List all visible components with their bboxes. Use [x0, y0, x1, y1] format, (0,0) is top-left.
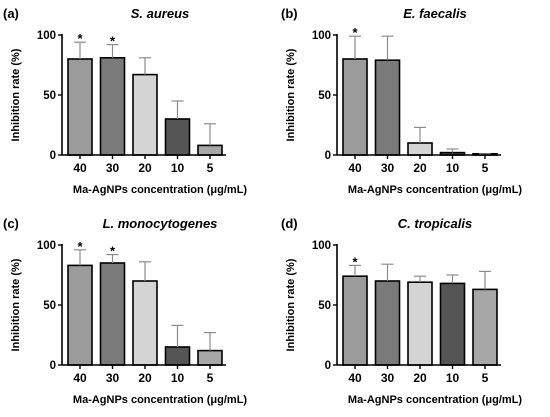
bar: [99, 56, 126, 156]
x-tick-label: 10: [446, 371, 460, 385]
significance-star: *: [110, 244, 116, 259]
panel-b: (b) E. faecalis Inhibition rate (%) Ma-A…: [281, 6, 522, 196]
bar: [439, 282, 466, 366]
bar: [197, 144, 223, 156]
y-tick-label: 0: [325, 150, 331, 162]
plot-area: [58, 244, 226, 369]
y-tick-label: 50: [318, 90, 331, 102]
y-ticks: 0 50 100: [37, 30, 56, 162]
panel-d: (d) C. tropicalis Inhibition rate (%) Ma…: [281, 216, 522, 406]
x-tick-label: 20: [413, 161, 427, 175]
bar: [67, 58, 93, 156]
significance-star: *: [77, 31, 83, 46]
panel-c: (c) L. monocytogenes Inhibition rate (%)…: [3, 216, 247, 406]
x-ticks: 40 30 20 10 5: [348, 371, 488, 385]
bar: [132, 73, 158, 156]
bar: [407, 142, 433, 156]
x-ticks: 40 30 20 10 5: [348, 161, 488, 175]
y-tick-label: 0: [50, 150, 56, 162]
x-tick-label: 40: [73, 161, 87, 175]
panel-label: (c): [3, 216, 19, 231]
panel-label: (d): [281, 216, 298, 231]
significance-marks: *: [352, 254, 358, 269]
y-tick-label: 50: [43, 90, 56, 102]
panel-label: (b): [281, 6, 298, 21]
y-axis-label: Inhibition rate (%): [10, 48, 22, 141]
significance-marks: * *: [77, 239, 116, 259]
bar: [164, 118, 191, 156]
significance-star: *: [110, 34, 116, 49]
y-ticks: 0 50 100: [37, 240, 56, 372]
x-tick-label: 5: [482, 371, 489, 385]
y-tick-label: 0: [325, 360, 331, 372]
y-tick-label: 0: [50, 360, 56, 372]
y-tick-label: 50: [43, 300, 56, 312]
x-axis-label: Ma-AgNPs concentration (μg/mL): [73, 184, 248, 196]
y-axis-label: Inhibition rate (%): [10, 258, 22, 351]
x-axis-label: Ma-AgNPs concentration (μg/mL): [348, 184, 523, 196]
plot-area: [58, 34, 226, 159]
panel-title: C. tropicalis: [398, 216, 472, 231]
x-tick-label: 40: [348, 371, 362, 385]
y-axis-label: Inhibition rate (%): [285, 258, 297, 351]
x-tick-label: 30: [381, 161, 395, 175]
significance-star: *: [352, 254, 358, 269]
bar: [342, 58, 368, 156]
x-tick-label: 5: [207, 161, 214, 175]
significance-star: *: [352, 25, 358, 40]
plot-area: [333, 244, 501, 369]
bar: [374, 59, 401, 156]
y-axis-label: Inhibition rate (%): [285, 48, 297, 141]
x-tick-label: 5: [482, 161, 489, 175]
bar: [164, 346, 191, 366]
y-ticks: 0 50 100: [312, 240, 331, 372]
bar: [374, 280, 401, 366]
y-tick-label: 50: [318, 300, 331, 312]
y-tick-label: 100: [37, 30, 56, 42]
panel-label: (a): [3, 6, 19, 21]
x-tick-label: 10: [171, 371, 185, 385]
bar: [67, 264, 93, 366]
bar: [132, 280, 158, 366]
plot-area: [333, 34, 501, 159]
bar: [472, 288, 498, 366]
bar: [99, 262, 126, 366]
x-tick-label: 30: [106, 161, 120, 175]
x-tick-label: 40: [348, 161, 362, 175]
x-ticks: 40 30 20 10 5: [73, 161, 213, 175]
x-tick-label: 20: [413, 371, 427, 385]
bar: [197, 349, 223, 366]
significance-marks: * *: [77, 31, 116, 48]
bar: [407, 281, 433, 366]
panel-title: L. monocytogenes: [103, 216, 218, 231]
y-tick-label: 100: [37, 240, 56, 252]
x-ticks: 40 30 20 10 5: [73, 371, 213, 385]
y-tick-label: 100: [312, 240, 331, 252]
x-tick-label: 10: [171, 161, 185, 175]
x-tick-label: 30: [381, 371, 395, 385]
x-tick-label: 20: [138, 371, 152, 385]
panel-a: (a) S. aureus Inhibition rate (%) Ma-AgN…: [3, 6, 247, 196]
y-ticks: 0 50 100: [312, 30, 331, 162]
significance-star: *: [77, 239, 83, 254]
panel-title: E. faecalis: [403, 6, 467, 21]
bar: [342, 275, 368, 366]
x-axis-label: Ma-AgNPs concentration (μg/mL): [73, 394, 248, 406]
x-tick-label: 20: [138, 161, 152, 175]
x-tick-label: 5: [207, 371, 214, 385]
x-tick-label: 40: [73, 371, 87, 385]
x-tick-label: 30: [106, 371, 120, 385]
x-axis-label: Ma-AgNPs concentration (μg/mL): [348, 394, 523, 406]
significance-marks: *: [352, 25, 358, 40]
y-tick-label: 100: [312, 30, 331, 42]
panel-title: S. aureus: [131, 6, 190, 21]
x-tick-label: 10: [446, 161, 460, 175]
